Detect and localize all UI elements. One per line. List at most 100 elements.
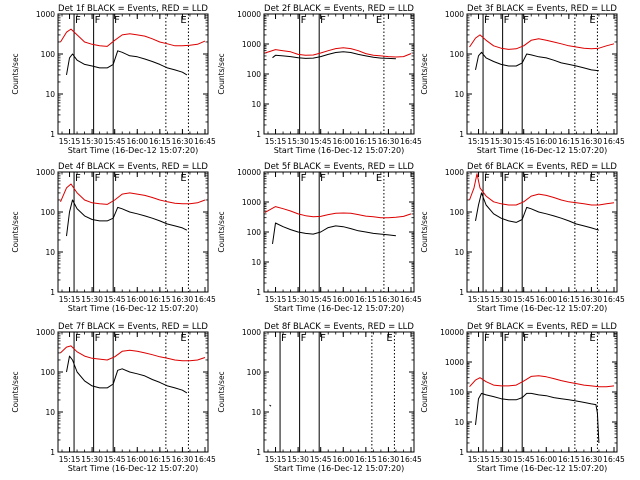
marker-E-label: E: [589, 15, 595, 26]
y-tick-label: 1000: [445, 168, 464, 177]
x-tick-label: 16:45: [603, 455, 625, 464]
marker-F-label: F: [523, 333, 529, 344]
lld-series-line: [60, 28, 206, 47]
x-axis-label: Start Time (16-Dec-12 15:07:20): [274, 304, 405, 313]
panel-det-4f: Det 4f BLACK = Events, RED = LLD 1 10 100 10…: [11, 162, 216, 313]
y-tick-label: 10: [454, 418, 464, 427]
panel-det-9f: Det 9f BLACK = Events, RED = LLD 1 10 100 10…: [420, 322, 625, 473]
x-tick-label: 16:15: [558, 137, 580, 146]
y-tick-label: 1000: [242, 328, 261, 337]
x-tick-label: 15:30: [81, 455, 103, 464]
y-tick-label: 10: [251, 258, 261, 267]
events-series-line: [475, 192, 600, 231]
marker-F-label: F: [114, 15, 120, 26]
panel-title: Det 7f BLACK = Events, RED = LLD: [58, 322, 208, 332]
plot-frame: [263, 171, 415, 293]
marker-F-label: F: [281, 333, 287, 344]
events-series-line: [475, 51, 599, 72]
x-tick-label: 16:15: [355, 137, 377, 146]
panel-title: Det 6f BLACK = Events, RED = LLD: [467, 162, 617, 172]
marker-F-label: F: [301, 173, 307, 184]
marker-F-label: F: [75, 15, 81, 26]
x-tick-label: 16:45: [194, 455, 216, 464]
x-tick-label: 15:15: [265, 455, 287, 464]
y-tick-label: 1: [256, 130, 261, 139]
lld-series-line: [264, 47, 412, 58]
x-tick-label: 15:15: [468, 137, 490, 146]
y-tick-label: 10000: [237, 10, 261, 19]
marker-F-label: F: [301, 333, 307, 344]
x-axis-label: Start Time (16-Dec-12 15:07:20): [477, 146, 608, 155]
y-tick-label: 100: [247, 368, 262, 377]
marker-F-label: F: [95, 15, 101, 26]
x-tick-label: 15:15: [468, 455, 490, 464]
x-tick-label: 15:30: [81, 295, 103, 304]
marker-E-label: E: [180, 333, 186, 344]
panel-title: Det 4f BLACK = Events, RED = LLD: [58, 162, 208, 172]
y-tick-label: 100: [450, 388, 465, 397]
x-tick-label: 15:15: [265, 137, 287, 146]
y-axis-label: Counts/sec: [420, 211, 429, 252]
x-tick-label: 15:15: [265, 295, 287, 304]
y-tick-label: 100: [247, 228, 262, 237]
y-tick-label: 1000: [242, 198, 261, 207]
y-tick-label: 10: [45, 90, 55, 99]
marker-F-label: F: [320, 333, 326, 344]
panel-det-6f: Det 6f BLACK = Events, RED = LLD 1 10 100 10…: [420, 162, 625, 313]
x-tick-label: 15:30: [287, 295, 309, 304]
panel-det-5f: Det 5f BLACK = Events, RED = LLD 1 10 100 10…: [217, 162, 422, 313]
y-axis-label: Counts/sec: [11, 211, 20, 252]
x-tick-label: 16:00: [126, 295, 148, 304]
events-series-line: [272, 222, 396, 244]
plot-frame: [57, 331, 209, 453]
events-series-line: [272, 51, 396, 60]
x-tick-label: 15:45: [310, 295, 332, 304]
y-tick-label: 1: [50, 288, 55, 297]
y-tick-label: 100: [41, 208, 56, 217]
y-tick-label: 10000: [237, 168, 261, 177]
x-tick-label: 16:00: [535, 295, 557, 304]
marker-F-label: F: [484, 333, 490, 344]
x-tick-label: 16:00: [332, 295, 354, 304]
y-tick-label: 1: [256, 448, 261, 457]
lld-series-line: [60, 183, 206, 205]
x-tick-label: 16:00: [332, 455, 354, 464]
panel-title: Det 8f BLACK = Events, RED = LLD: [264, 322, 414, 332]
x-tick-label: 16:45: [603, 137, 625, 146]
marker-F-label: F: [301, 15, 307, 26]
plot-frame: [466, 13, 618, 135]
x-tick-label: 16:00: [126, 137, 148, 146]
y-axis-label: Counts/sec: [420, 371, 429, 412]
marker-E-label: E: [180, 173, 186, 184]
events-series-line: [66, 355, 188, 394]
marker-F-label: F: [504, 333, 510, 344]
x-tick-label: 16:30: [581, 295, 603, 304]
x-tick-label: 15:30: [81, 137, 103, 146]
events-series-line: [475, 392, 600, 444]
x-tick-label: 15:45: [513, 455, 535, 464]
plot-frame: [57, 13, 209, 135]
marker-F-label: F: [114, 333, 120, 344]
x-axis-label: Start Time (16-Dec-12 15:07:20): [477, 464, 608, 473]
marker-F-label: F: [484, 173, 490, 184]
events-series-line: [66, 50, 188, 76]
x-tick-label: 16:15: [149, 295, 171, 304]
y-tick-label: 100: [41, 50, 56, 59]
panel-det-2f: Det 2f BLACK = Events, RED = LLD 1 10 100 10…: [217, 4, 422, 155]
x-tick-label: 16:45: [194, 295, 216, 304]
y-axis-label: Counts/sec: [217, 211, 226, 252]
y-tick-label: 1: [256, 288, 261, 297]
x-tick-label: 15:30: [490, 137, 512, 146]
marker-E-label: E: [376, 173, 382, 184]
x-tick-label: 15:45: [310, 455, 332, 464]
panel-title: Det 1f BLACK = Events, RED = LLD: [58, 4, 208, 14]
x-tick-label: 16:00: [126, 455, 148, 464]
y-tick-label: 10000: [440, 328, 464, 337]
y-tick-label: 10: [454, 90, 464, 99]
plot-frame: [466, 331, 618, 453]
y-tick-label: 1000: [445, 358, 464, 367]
y-tick-label: 100: [450, 208, 465, 217]
x-tick-label: 15:45: [513, 295, 535, 304]
y-tick-label: 1: [50, 130, 55, 139]
